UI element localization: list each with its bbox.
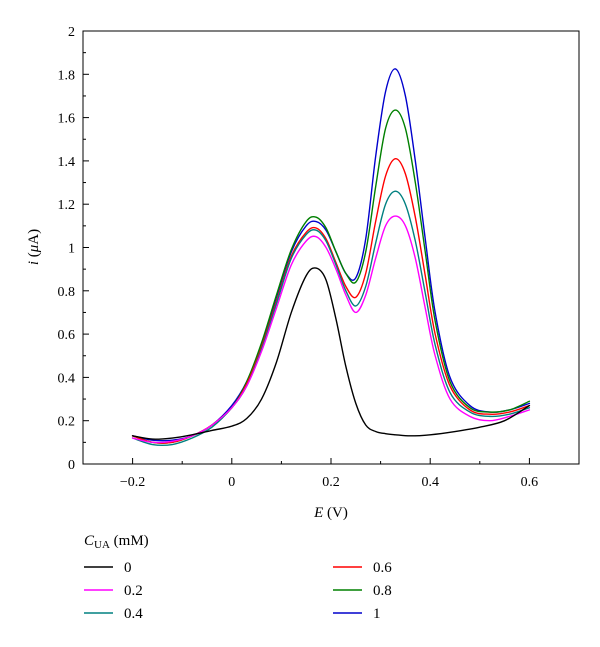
plot-border xyxy=(82,30,580,465)
x-tick-label: −0.2 xyxy=(120,475,145,490)
y-axis-label-open: ( xyxy=(26,252,42,261)
x-axis-label: E (V) xyxy=(313,505,348,521)
legend-label-0-4: 0.4 xyxy=(124,606,143,622)
x-tick-label: 0.4 xyxy=(421,475,439,490)
legend-label-0-6: 0.6 xyxy=(373,560,392,576)
series-line-0-2 xyxy=(131,215,531,444)
x-tick-label: 0.6 xyxy=(521,475,539,490)
y-axis-label-mu: μ xyxy=(26,244,42,253)
y-axis-label: i (μA) xyxy=(26,229,42,265)
series-line-1 xyxy=(131,68,531,442)
y-tick-label: 1.8 xyxy=(58,68,76,83)
y-tick-label: 1.2 xyxy=(58,198,76,213)
axis-ticks xyxy=(82,30,580,465)
y-axis-label-rest: A) xyxy=(26,229,42,245)
x-tick-label: 0 xyxy=(228,475,235,490)
y-tick-label: 1 xyxy=(68,242,75,257)
series-line-0-8 xyxy=(131,109,531,444)
series-layer xyxy=(131,68,531,447)
legend-title: CUA (mM) xyxy=(84,533,149,551)
y-axis-label-italic: i xyxy=(26,261,42,265)
y-tick-label: 0 xyxy=(68,458,75,473)
y-tick-label: 1.6 xyxy=(58,112,76,127)
y-tick-label: 2 xyxy=(68,25,75,40)
legend-title-unit: (mM) xyxy=(110,533,149,549)
legend-title-main: C xyxy=(84,533,95,549)
x-axis-label-rest: (V) xyxy=(323,505,348,521)
y-tick-label: 1.4 xyxy=(58,155,76,170)
series-line-0 xyxy=(131,267,531,440)
legend-title-sub: UA xyxy=(94,539,110,551)
x-tick-label: 0.2 xyxy=(322,475,340,490)
legend: CUA (mM) 0 0.2 0.4 0.6 0.8 1 xyxy=(84,533,392,622)
x-axis-label-italic: E xyxy=(313,505,323,521)
y-tick-label: 0.2 xyxy=(58,415,76,430)
y-tick-label: 0.4 xyxy=(58,371,76,386)
legend-label-0-2: 0.2 xyxy=(124,583,143,599)
series-line-0-6 xyxy=(131,158,531,444)
legend-label-0: 0 xyxy=(124,560,132,576)
tick-labels: −0.2 0 0.2 0.4 0.6 0 0.2 0.4 0.6 0.8 1 1.2 1.4 1.6 1.8… xyxy=(58,25,539,490)
legend-label-0-8: 0.8 xyxy=(373,583,392,599)
plot-frame xyxy=(82,30,580,465)
legend-label-1: 1 xyxy=(373,606,381,622)
y-tick-label: 0.8 xyxy=(58,285,76,300)
legend-items: 0 0.2 0.4 0.6 0.8 1 xyxy=(84,560,392,622)
y-tick-label: 0.6 xyxy=(58,328,76,343)
